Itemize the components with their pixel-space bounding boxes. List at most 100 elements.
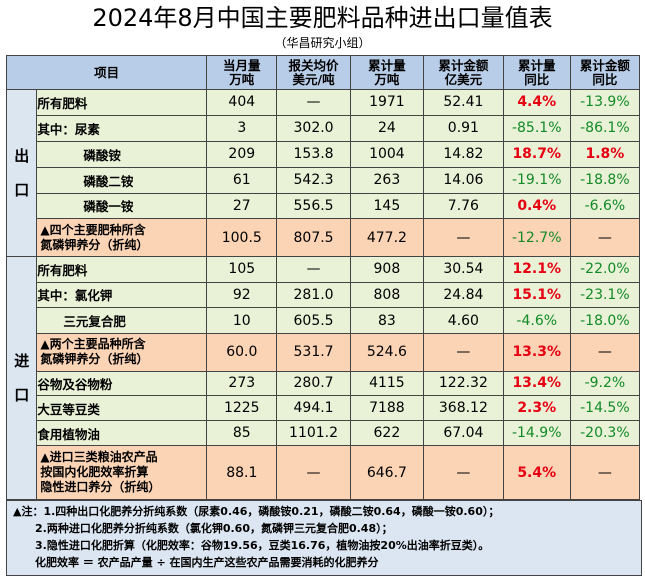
export-cell-amount-yoy: -6.6% — [569, 192, 641, 220]
import-cell-amount-yoy: — — [569, 445, 641, 500]
import-cell-cum-amount: 30.54 — [423, 255, 504, 283]
import-item-name: 三元复合肥 — [36, 307, 208, 335]
import-cell-avg-price: — — [276, 255, 351, 283]
import-row: 其中：氯化钾 92 281.0 808 24.84 15.1% -23.1% — [7, 281, 641, 309]
export-row: 其中：尿素 3 302.0 24 0.91 -85.1% -86.1% — [7, 114, 641, 142]
import-item-name: 所有肥料 — [36, 255, 208, 283]
export-cell-cum-amount: 14.06 — [423, 166, 504, 194]
import-cell-qty-yoy: 13.4% — [502, 370, 571, 397]
import-cell-cum-amount: 24.84 — [423, 281, 504, 309]
header-cum-qty: 累计量 万吨 — [349, 55, 425, 90]
export-cell-cum-qty: 24 — [349, 114, 425, 142]
header-avg-price: 报关均价 美元/吨 — [276, 55, 351, 90]
export-cell-avg-price: — — [276, 89, 351, 116]
export-cell-cum-amount: 14.82 — [423, 140, 504, 168]
import-cell-qty-yoy: 13.3% — [502, 333, 571, 372]
import-cell-qty-yoy: 12.1% — [502, 255, 571, 283]
export-cell-qty-yoy: 4.4% — [502, 89, 571, 116]
import-cell-cum-amount: 4.60 — [423, 307, 504, 335]
export-cell-qty-yoy: 0.4% — [502, 192, 571, 220]
import-cell-avg-price: 281.0 — [276, 281, 351, 309]
import-row: 三元复合肥 10 605.5 83 4.60 -4.6% -18.0% — [7, 307, 641, 335]
import-item-name: 其中：氯化钾 — [36, 281, 208, 309]
import-cell-month-qty: 10 — [206, 307, 278, 335]
export-cell-cum-qty: 263 — [349, 166, 425, 194]
export-cell-cum-amount: 7.76 — [423, 192, 504, 220]
import-cell-amount-yoy: -20.3% — [569, 420, 641, 447]
header-item: 项目 — [5, 55, 208, 90]
import-cell-cum-qty: 83 — [349, 307, 425, 335]
export-cell-avg-price: 302.0 — [276, 114, 351, 142]
export-cell-amount-yoy: -18.8% — [569, 166, 641, 194]
import-cell-avg-price: 531.7 — [276, 333, 351, 372]
trade-table: 项目 当月量 万吨 报关均价 美元/吨 累计量 万吨 累计金额 亿美元 累计量 同比 累计… — [5, 55, 641, 501]
export-cell-month-qty: 61 — [206, 166, 278, 194]
import-row: ▲进口三类粮油农产品 按国内化肥效率折算 隐性进口养分（折纯） 88.1—646.7—… — [7, 445, 641, 500]
export-cell-cum-qty: 1971 — [349, 89, 425, 116]
export-cell-avg-price: 542.3 — [276, 166, 351, 194]
import-cell-amount-yoy: -22.0% — [569, 255, 641, 283]
import-cell-month-qty: 60.0 — [206, 333, 278, 372]
export-item-name: 磷酸二铵 — [36, 166, 208, 194]
export-cell-cum-amount: 52.41 — [423, 89, 504, 116]
import-row: 大豆等豆类 1225 494.1 7188 368.12 2.3% -14.5% — [7, 395, 641, 422]
export-cell-month-qty: 27 — [206, 192, 278, 220]
export-cell-cum-amount: 0.91 — [423, 114, 504, 142]
import-cell-amount-yoy: -9.2% — [569, 370, 641, 397]
export-cell-amount-yoy: 1.8% — [569, 140, 641, 168]
export-cell-cum-qty: 1004 — [349, 140, 425, 168]
export-section-label: 出口 — [5, 89, 38, 257]
export-item-name: 其中：尿素 — [36, 114, 208, 142]
import-cell-qty-yoy: 2.3% — [502, 395, 571, 422]
import-cell-avg-price: 494.1 — [276, 395, 351, 422]
import-item-name: 谷物及谷物粉 — [36, 370, 208, 397]
export-item-name: 磷酸铵 — [36, 140, 208, 168]
export-cell-cum-qty: 145 — [349, 192, 425, 220]
import-cell-cum-amount: — — [423, 333, 504, 372]
import-cell-amount-yoy: -23.1% — [569, 281, 641, 309]
import-cell-month-qty: 85 — [206, 420, 278, 447]
import-cell-cum-amount: 122.32 — [423, 370, 504, 397]
import-cell-month-qty: 273 — [206, 370, 278, 397]
note-line: 3.隐性进口化肥折算（化肥效率：谷物19.56，豆类16.76，植物油按20%出… — [35, 539, 490, 552]
export-cell-qty-yoy: -19.1% — [502, 166, 571, 194]
export-cell-avg-price: 807.5 — [276, 218, 351, 257]
import-row: 谷物及谷物粉 273 280.7 4115 122.32 13.4% -9.2% — [7, 370, 641, 397]
import-cell-cum-amount: 67.04 — [423, 420, 504, 447]
export-cell-qty-yoy: -85.1% — [502, 114, 571, 142]
note-line: ▲注：1.四种出口化肥养分折纯系数（尿素0.46，磷酸铵0.21，磷酸二铵0.6… — [13, 505, 500, 518]
import-cell-avg-price: 605.5 — [276, 307, 351, 335]
import-cell-avg-price: 280.7 — [276, 370, 351, 397]
export-cell-month-qty: 404 — [206, 89, 278, 116]
export-cell-cum-qty: 477.2 — [349, 218, 425, 257]
import-cell-qty-yoy: 5.4% — [502, 445, 571, 500]
export-cell-cum-amount: — — [423, 218, 504, 257]
page-title: 2024年8月中国主要肥料品种进出口量值表 — [92, 4, 553, 32]
page-subtitle: （华昌研究小组） — [274, 36, 371, 50]
import-cell-avg-price: 1101.2 — [276, 420, 351, 447]
import-row: ▲两个主要品种所含 氮磷钾养分（折纯） 60.0 531.7 524.6—13.3% — — [7, 333, 641, 372]
import-row: 进口所有肥料 105—908 30.54 12.1% -22.0% — [5, 255, 641, 501]
export-cell-amount-yoy: — — [569, 218, 641, 257]
import-cell-month-qty: 1225 — [206, 395, 278, 422]
export-cell-amount-yoy: -13.9% — [569, 89, 641, 116]
import-cell-month-qty: 105 — [206, 255, 278, 283]
export-cell-qty-yoy: 18.7% — [502, 140, 571, 168]
import-cell-qty-yoy: -14.9% — [502, 420, 571, 447]
import-cell-cum-qty: 622 — [349, 420, 425, 447]
import-cell-avg-price: — — [276, 445, 351, 500]
import-cell-month-qty: 92 — [206, 281, 278, 309]
import-cell-amount-yoy: — — [569, 333, 641, 372]
export-item-name: 所有肥料 — [36, 89, 208, 116]
header-qty-yoy: 累计量 同比 — [502, 55, 571, 90]
export-cell-month-qty: 3 — [206, 114, 278, 142]
export-row: 磷酸二铵 61 542.3 263 14.06 -19.1% -18.8% — [7, 166, 641, 194]
import-section-label: 进口 — [5, 255, 38, 501]
import-item-name: ▲进口三类粮油农产品 按国内化肥效率折算 隐性进口养分（折纯） — [36, 445, 208, 500]
notes-box: ▲注：1.四种出口化肥养分折纯系数（尿素0.46，磷酸铵0.21，磷酸二铵0.6… — [6, 500, 642, 576]
import-cell-qty-yoy: 15.1% — [502, 281, 571, 309]
header-row: 项目 当月量 万吨 报关均价 美元/吨 累计量 万吨 累计金额 亿美元 累计量 同比 累计… — [5, 55, 641, 90]
export-item-name: 磷酸一铵 — [36, 192, 208, 220]
import-cell-cum-qty: 7188 — [349, 395, 425, 422]
import-item-name: 食用植物油 — [36, 420, 208, 447]
